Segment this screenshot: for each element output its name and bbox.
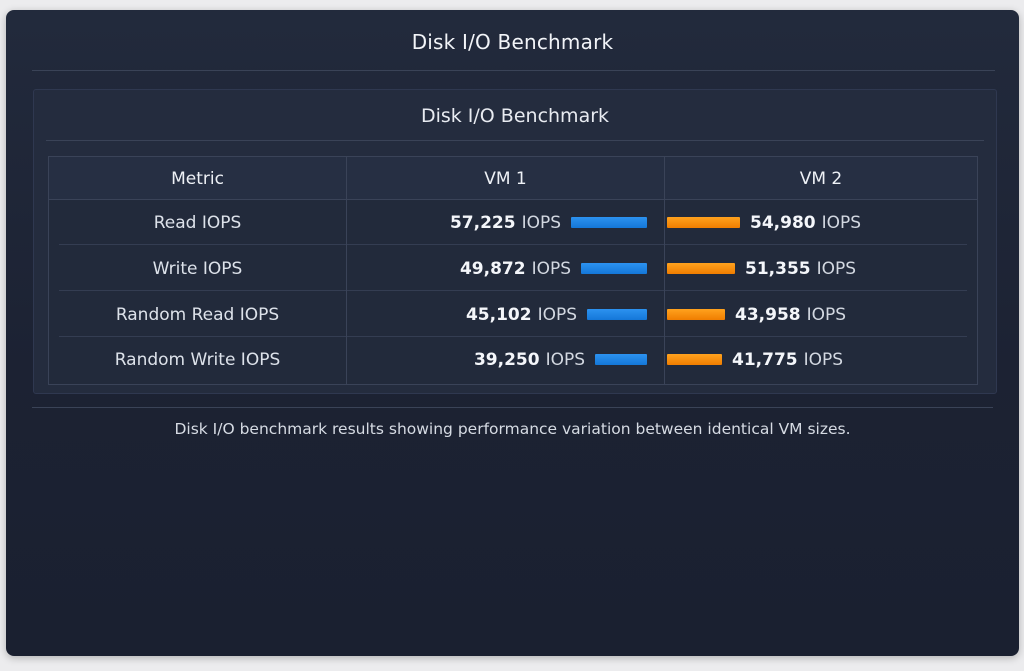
- vm1-value: 39,250: [473, 349, 540, 370]
- panel-title: Disk I/O Benchmark: [420, 105, 610, 127]
- vm1-cell: 57,225 IOPS: [347, 200, 647, 245]
- window-title: Disk I/O Benchmark: [411, 30, 614, 54]
- vm2-unit: IOPS: [803, 349, 844, 370]
- vm1-unit: IOPS: [521, 212, 561, 233]
- footer-divider: [32, 407, 993, 408]
- table-row: Random Read IOPS 45,102 IOPS 43,958 IOPS: [49, 292, 977, 337]
- metric-label: Random Read IOPS: [115, 305, 280, 325]
- vm2-cell: 41,775 IOPS: [667, 337, 957, 382]
- title-divider: [32, 70, 995, 71]
- vm2-cell: 51,355 IOPS: [667, 246, 957, 291]
- vm2-bar: [667, 217, 740, 228]
- vm2-value: 41,775: [732, 349, 798, 370]
- vm1-unit: IOPS: [531, 258, 571, 279]
- vm1-bar: [571, 217, 647, 228]
- benchmark-panel: Disk I/O Benchmark Metric VM 1 VM 2 Read…: [33, 89, 997, 394]
- vm2-bar: [667, 263, 735, 274]
- vm2-bar: [667, 309, 725, 320]
- vm1-unit: IOPS: [537, 304, 577, 325]
- vm1-value: 57,225: [449, 212, 516, 233]
- column-divider: [664, 157, 665, 384]
- vm2-value: 43,958: [735, 304, 801, 325]
- metric-label: Read IOPS: [153, 213, 242, 233]
- vm2-unit: IOPS: [816, 258, 857, 279]
- vm2-value: 54,980: [750, 212, 816, 233]
- header-metric: Metric: [171, 169, 224, 189]
- column-divider: [346, 157, 347, 384]
- vm2-value: 51,355: [745, 258, 811, 279]
- vm1-bar: [587, 309, 647, 320]
- vm1-bar: [581, 263, 647, 274]
- benchmark-window: Disk I/O Benchmark Disk I/O Benchmark Me…: [6, 10, 1019, 656]
- metric-label: Random Write IOPS: [114, 350, 281, 370]
- table-header-row: Metric VM 1 VM 2: [49, 157, 977, 200]
- vm1-value: 49,872: [459, 258, 526, 279]
- panel-divider: [46, 140, 984, 141]
- vm1-cell: 45,102 IOPS: [347, 292, 647, 337]
- vm1-unit: IOPS: [545, 349, 585, 370]
- row-divider: [59, 290, 967, 291]
- vm2-cell: 43,958 IOPS: [667, 292, 957, 337]
- header-vm2: VM 2: [799, 169, 843, 189]
- row-divider: [59, 244, 967, 245]
- vm1-value: 45,102: [465, 304, 532, 325]
- table-row: Read IOPS 57,225 IOPS 54,980 IOPS: [49, 200, 977, 245]
- vm1-cell: 39,250 IOPS: [347, 337, 647, 382]
- vm2-unit: IOPS: [806, 304, 847, 325]
- vm1-bar: [595, 354, 647, 365]
- header-vm1: VM 1: [484, 169, 527, 189]
- vm2-bar: [667, 354, 722, 365]
- benchmark-table: Metric VM 1 VM 2 Read IOPS 57,225 IOPS 5…: [48, 156, 978, 385]
- table-row: Random Write IOPS 39,250 IOPS 41,775 IOP…: [49, 337, 977, 382]
- table-row: Write IOPS 49,872 IOPS 51,355 IOPS: [49, 246, 977, 291]
- metric-label: Write IOPS: [152, 259, 243, 279]
- vm2-cell: 54,980 IOPS: [667, 200, 957, 245]
- vm1-cell: 49,872 IOPS: [347, 246, 647, 291]
- caption: Disk I/O benchmark results showing perfo…: [174, 420, 851, 438]
- row-divider: [59, 336, 967, 337]
- vm2-unit: IOPS: [821, 212, 862, 233]
